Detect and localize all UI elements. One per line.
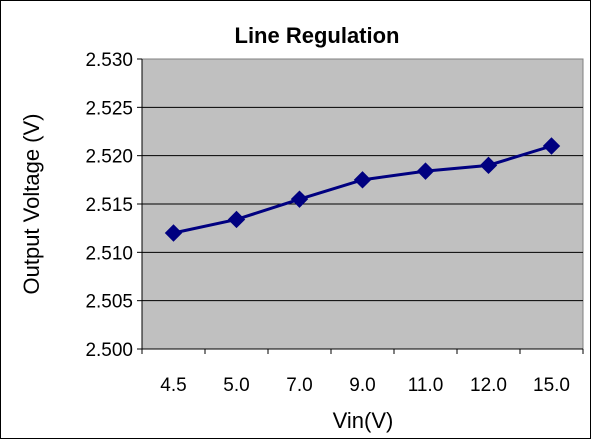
grid-lines	[142, 106, 583, 302]
x-tick-label: 7.0	[286, 375, 312, 396]
y-tick-label: 2.530	[85, 50, 133, 71]
x-axis: 4.5 5.0 7.0 9.0 11.0 12.0 15.0	[141, 348, 584, 396]
data-point	[353, 171, 372, 189]
data-point	[416, 162, 435, 180]
y-axis-title: Output Voltage (V)	[19, 114, 44, 295]
y-tick-label: 2.520	[85, 147, 133, 168]
y-tick-label: 2.525	[85, 98, 133, 119]
data-point	[479, 156, 498, 175]
x-tick-label: 15.0	[533, 375, 570, 396]
x-tick-label: 4.5	[160, 375, 186, 396]
y-tick-label: 2.510	[85, 243, 133, 264]
x-tick-label: 9.0	[349, 375, 375, 396]
x-tick-label: 12.0	[470, 375, 507, 396]
chart-title: Line Regulation	[235, 23, 400, 48]
y-axis: 2.500 2.505 2.510 2.515 2.520 2.525 2.530	[85, 50, 143, 361]
data-point	[164, 224, 183, 242]
x-tick-label: 5.0	[223, 375, 249, 396]
data-point	[542, 137, 561, 155]
y-tick-label: 2.500	[85, 340, 133, 361]
data-point	[227, 210, 246, 229]
series-layer	[164, 137, 561, 242]
x-tick-label: 11.0	[408, 375, 444, 396]
y-tick-label: 2.505	[85, 292, 133, 313]
x-axis-title: Vin(V)	[333, 408, 394, 433]
y-tick-label: 2.515	[85, 195, 133, 216]
data-point	[290, 190, 309, 208]
